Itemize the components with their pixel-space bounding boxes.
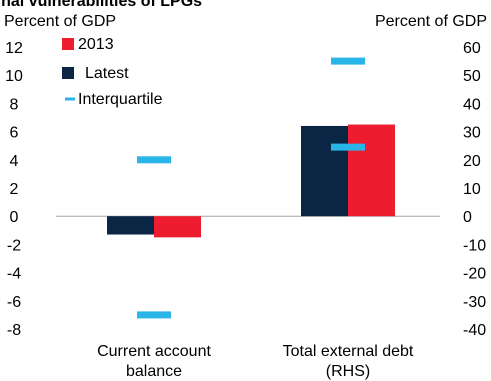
left-tick-label: 4 [10, 153, 19, 170]
left-tick-label: 10 [5, 68, 23, 85]
left-tick-label: -2 [7, 237, 21, 254]
left-tick-label: 0 [10, 209, 19, 226]
interquartile-marker [331, 143, 365, 151]
right-tick-label: -10 [463, 237, 486, 254]
interquartile-marker [137, 311, 171, 319]
left-tick-label: 2 [10, 181, 19, 198]
legend-label: Interquartile [78, 91, 163, 108]
category-label: Total external debt [283, 343, 414, 360]
legend-swatch [62, 67, 74, 79]
left-tick-label: -4 [7, 266, 21, 283]
bar-2013 [348, 124, 395, 217]
right-axis-title: Percent of GDP [375, 13, 487, 30]
legend-label: 2013 [78, 36, 114, 53]
bar-latest [301, 125, 348, 217]
right-tick-label: 30 [463, 125, 481, 142]
left-tick-label: 12 [5, 40, 23, 57]
right-tick-label: 20 [463, 153, 481, 170]
category-label: (RHS) [326, 363, 370, 380]
right-tick-label: 40 [463, 96, 481, 113]
category-label: balance [126, 363, 182, 380]
right-tick-label: -30 [463, 294, 486, 311]
chart-title: ernal vulnerabilities of LPGs [0, 0, 202, 10]
legend-swatch [65, 97, 75, 101]
legend-label: Latest [85, 65, 129, 82]
left-axis-title: Percent of GDP [4, 13, 116, 30]
right-tick-label: 10 [463, 181, 481, 198]
bar-latest [107, 216, 154, 235]
left-tick-label: -8 [7, 322, 21, 339]
category-label: Current account [97, 343, 211, 360]
right-tick-label: 60 [463, 40, 481, 57]
right-tick-label: -20 [463, 266, 486, 283]
left-tick-label: 6 [10, 125, 19, 142]
bar-2013 [154, 216, 201, 238]
left-tick-label: -6 [7, 294, 21, 311]
interquartile-marker [137, 156, 171, 164]
legend-swatch [62, 38, 74, 50]
right-tick-label: -40 [463, 322, 486, 339]
left-tick-label: 8 [10, 96, 19, 113]
right-tick-label: 50 [463, 68, 481, 85]
right-tick-label: 0 [463, 209, 472, 226]
interquartile-marker [331, 57, 365, 65]
